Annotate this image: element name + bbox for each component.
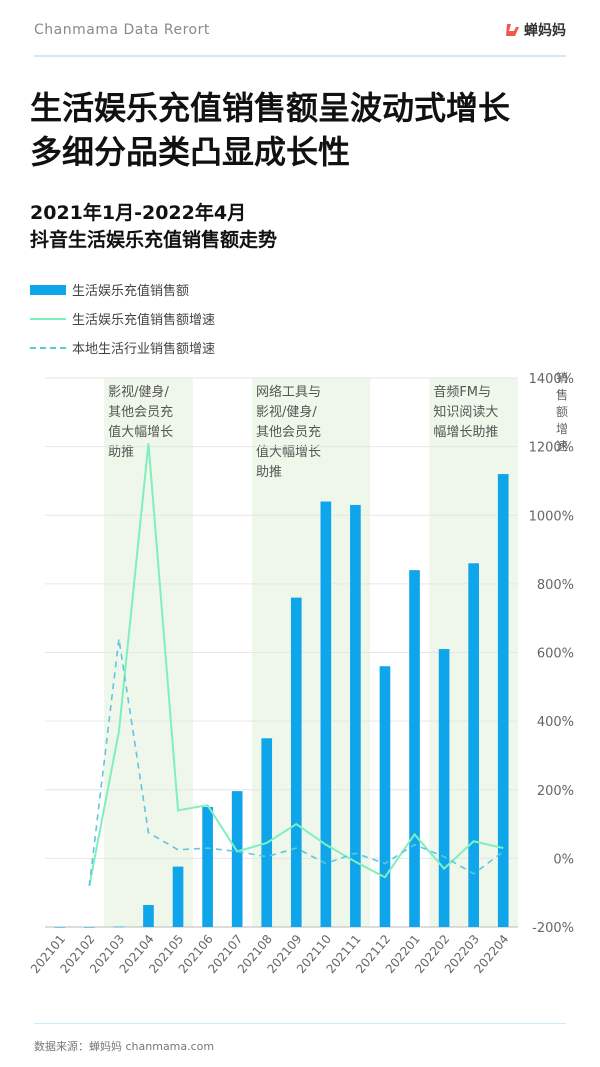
band-annotation: 值大幅增长 <box>108 424 173 440</box>
band-annotation: 值大幅增长 <box>256 444 321 460</box>
band-annotation: 幅增长助推 <box>433 425 498 440</box>
y-tick-label: -200% <box>532 921 574 936</box>
y-axis-label-char: 售 <box>556 387 568 402</box>
page-title: 生活娱乐充值销售额呈波动式增长 多细分品类凸显成长性 <box>30 86 510 174</box>
chart-title: 2021年1月-2022年4月 抖音生活娱乐充值销售额走势 <box>30 200 277 254</box>
brand-text: Chanmama Data Rerort <box>34 22 210 38</box>
bar <box>497 474 509 927</box>
band-annotation: 网络工具与 <box>256 384 321 400</box>
bar <box>438 649 450 927</box>
legend-label-growth: 生活娱乐充值销售额增速 <box>72 313 216 328</box>
legend-item-sales: 生活娱乐充值销售额 <box>30 275 215 304</box>
top-divider <box>34 55 566 57</box>
legend-label-local-growth: 本地生活行业销售额增速 <box>72 342 216 357</box>
y-axis-label-char: 销 <box>556 371 568 385</box>
local-growth-line <box>88 638 504 886</box>
chart-title-line-2: 抖音生活娱乐充值销售额走势 <box>30 229 278 251</box>
band-annotation: 其他会员充 <box>108 404 173 420</box>
y-axis-label-char: 速 <box>556 439 568 453</box>
bar <box>409 570 420 927</box>
y-axis-label-char: 额 <box>556 405 568 419</box>
y-tick-label: 800% <box>537 578 574 593</box>
bar <box>290 597 302 927</box>
y-tick-label: 1000% <box>529 509 574 524</box>
band-annotation: 影视/健身/ <box>108 384 169 400</box>
y-axis-label-char: 增 <box>556 422 568 436</box>
band-annotation: 知识阅读大 <box>433 404 498 420</box>
bar <box>350 504 361 927</box>
band-annotation: 音频FM与 <box>433 384 491 400</box>
legend-bar-swatch <box>30 284 66 295</box>
legend-item-growth: 生活娱乐充值销售额增速 <box>30 304 215 333</box>
bar <box>143 905 154 927</box>
band-annotation: 影视/健身/ <box>256 404 317 420</box>
cicada-logo-icon <box>506 24 519 36</box>
bar <box>379 666 391 927</box>
band-annotation: 其他会员充 <box>256 424 321 440</box>
chart-legend: 生活娱乐充值销售额 生活娱乐充值销售额增速 本地生活行业销售额增速 <box>30 275 215 362</box>
bottom-divider <box>34 1023 566 1024</box>
bar <box>172 866 184 927</box>
logo-text: 蝉妈妈 <box>524 23 566 39</box>
y-tick-label: 1200% <box>529 441 574 456</box>
title-line-1: 生活娱乐充值销售额呈波动式增长 <box>30 89 511 127</box>
y-tick-label: 1400% <box>529 372 574 387</box>
legend-dash-swatch <box>30 346 66 349</box>
title-line-2: 多细分品类凸显成长性 <box>30 133 351 171</box>
bar <box>320 501 332 927</box>
bar <box>113 926 125 928</box>
bar <box>231 791 243 927</box>
bar <box>54 927 66 928</box>
y-tick-label: 400% <box>537 715 574 730</box>
band-annotation: 助推 <box>108 445 134 460</box>
growth-line <box>88 443 504 887</box>
bar <box>84 927 95 928</box>
brand-logo: 蝉妈妈 <box>504 20 566 40</box>
bar <box>261 738 273 927</box>
y-tick-label: 0% <box>553 852 574 867</box>
bar <box>468 563 479 927</box>
sales-chart: 影视/健身/其他会员充值大幅增长助推网络工具与影视/健身/其他会员充值大幅增长助… <box>28 371 574 976</box>
data-source: 数据来源：蝉妈妈 chanmama.com <box>34 1040 215 1053</box>
legend-line-swatch <box>30 317 66 320</box>
chart-title-line-1: 2021年1月-2022年4月 <box>30 202 247 224</box>
y-tick-label: 600% <box>537 647 574 662</box>
y-tick-label: 200% <box>537 784 574 799</box>
bar <box>202 806 213 927</box>
band-annotation: 助推 <box>256 465 282 480</box>
legend-label-sales: 生活娱乐充值销售额 <box>72 284 190 299</box>
legend-item-local-growth: 本地生活行业销售额增速 <box>30 333 215 362</box>
